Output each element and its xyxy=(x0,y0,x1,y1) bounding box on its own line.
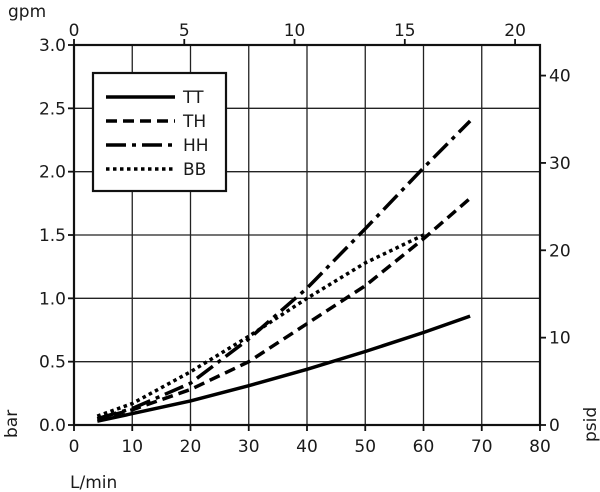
x-tick-label: 20 xyxy=(180,437,202,457)
y2-tick-label: 0 xyxy=(549,416,560,436)
y-tick-label: 3.0 xyxy=(39,36,66,56)
x-tick-label: 70 xyxy=(471,437,493,457)
y-tick-label: 0.5 xyxy=(39,353,66,373)
y2-axis-label: psid xyxy=(581,407,600,442)
y-tick-label: 2.5 xyxy=(39,99,66,119)
x-tick-label: 40 xyxy=(296,437,318,457)
series-line-hh xyxy=(96,119,472,421)
grid xyxy=(73,44,541,426)
x-axis-label: L/min xyxy=(70,473,117,492)
x2-tick-label: 5 xyxy=(179,21,190,41)
y2-tick-label: 20 xyxy=(549,241,571,261)
x2-axis-label: gpm xyxy=(8,2,46,22)
series-line-bb xyxy=(96,233,425,418)
x2-tick-label: 20 xyxy=(504,21,526,41)
x-tick-label: 50 xyxy=(354,437,376,457)
y-tick-label: 0.0 xyxy=(39,416,66,436)
y2-tick-label: 40 xyxy=(549,67,571,87)
x2-tick-label: 15 xyxy=(394,21,416,41)
y2-tick-label: 10 xyxy=(549,329,571,349)
legend-label-hh: HH xyxy=(183,136,209,156)
y-tick-label: 1.0 xyxy=(39,289,66,309)
legend: TT TH HH BB xyxy=(91,71,228,193)
x-tick-label: 0 xyxy=(69,437,80,457)
series-group xyxy=(96,119,472,423)
axes: 0 10 20 30 40 50 60 70 800.00.51.01.52.02.53.00 5… xyxy=(39,21,571,457)
y2-tick-label: 30 xyxy=(549,154,571,174)
series-line-th xyxy=(96,196,472,421)
series-line-tt xyxy=(96,314,471,423)
x-tick-label: 60 xyxy=(413,437,435,457)
x2-tick-label: 0 xyxy=(69,21,80,41)
y-axis-label: bar xyxy=(2,410,22,438)
x2-tick-label: 10 xyxy=(284,21,306,41)
y-tick-label: 1.5 xyxy=(39,226,66,246)
legend-label-tt: TT xyxy=(182,88,204,108)
x-tick-label: 10 xyxy=(121,437,143,457)
legend-box xyxy=(91,71,228,193)
legend-label-th: TH xyxy=(182,112,206,132)
legend-label-bb: BB xyxy=(183,160,206,180)
x-tick-label: 80 xyxy=(529,437,551,457)
y-tick-label: 2.0 xyxy=(39,163,66,183)
x-tick-label: 30 xyxy=(238,437,260,457)
